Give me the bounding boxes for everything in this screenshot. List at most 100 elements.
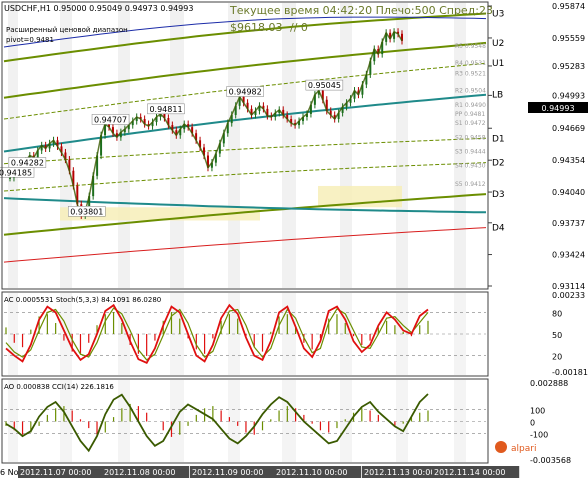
- candle-body: [329, 110, 332, 115]
- candle-body: [159, 113, 162, 117]
- candle-body: [96, 155, 99, 176]
- session-stripe: [396, 380, 408, 462]
- candle-body: [155, 116, 158, 123]
- session-stripe: [282, 380, 296, 462]
- candle-body: [389, 32, 392, 39]
- candle-body: [230, 114, 233, 124]
- pivot-label: pivot=0.9481: [6, 36, 54, 44]
- candle-body: [286, 114, 289, 120]
- session-stripe: [282, 3, 296, 288]
- candle-body: [187, 124, 190, 128]
- candle-body: [262, 105, 265, 109]
- candle-body: [238, 96, 241, 106]
- candle-body: [191, 127, 194, 134]
- session-stripe: [8, 3, 18, 288]
- alpari-logo-text: alpari: [511, 444, 536, 454]
- price-tick-label: 0.93114: [552, 282, 585, 291]
- price-axis: 0.95874 0.95559 0.95283 0.94993 0.94669 0.943…: [488, 2, 585, 291]
- price-level-box: [91, 114, 130, 125]
- session-stripe: [340, 3, 352, 288]
- price-level-label: 0.94707: [94, 115, 127, 124]
- session-stripe: [454, 3, 466, 288]
- faint-pivot-label: R1 0.9490: [455, 102, 486, 109]
- candle-body: [88, 196, 91, 212]
- candle-body: [298, 121, 301, 126]
- time-tick-box: [190, 466, 278, 478]
- time-tick-box: [432, 466, 520, 478]
- candle-body: [242, 96, 245, 103]
- candle-body: [278, 109, 281, 113]
- time-tick-label: 2012.11.07 00:00: [20, 468, 91, 477]
- candle-body: [131, 121, 134, 126]
- candle-body: [309, 104, 312, 114]
- current-price-box: [528, 102, 588, 113]
- candle-body: [317, 90, 320, 95]
- candle-body: [393, 31, 396, 39]
- ac-stoch-title: AC 0.0005531 Stoch(5,3,3) 84.1091 86.028…: [4, 296, 161, 304]
- alpari-logo: alpari: [495, 441, 536, 454]
- band-d3: [3, 193, 487, 236]
- candle-body: [36, 150, 39, 158]
- cci-tick-label: 0: [530, 419, 535, 428]
- candle-body: [222, 133, 225, 144]
- candle-body: [151, 122, 154, 127]
- close-line: [9, 30, 403, 217]
- candle-body: [377, 49, 380, 55]
- candle-body: [397, 31, 400, 34]
- price-tick-label: 0.94993: [552, 91, 585, 100]
- cci-tick-label: -0.003568: [530, 456, 571, 465]
- time-tick-label: 2012.11.10 00:00: [276, 468, 347, 477]
- session-stripe: [228, 380, 240, 462]
- faint-pivot-label: R4 0.9531: [455, 60, 486, 67]
- candle-body: [341, 106, 344, 113]
- candle-body: [123, 129, 126, 133]
- candle-body: [401, 33, 403, 41]
- band-d2: [3, 162, 487, 192]
- band-u2: [3, 41, 487, 99]
- ac-stoch-panel-frame: [1, 291, 489, 377]
- candle-body: [9, 177, 11, 179]
- candle-body: [305, 113, 308, 117]
- stoch-tick-label: 0.00233: [552, 291, 585, 300]
- main-panel-frame: [1, 1, 489, 290]
- candle-body: [337, 112, 340, 120]
- ao-cci-series: [4, 393, 486, 453]
- ac-stoch-axis: 0.00233 80 50 20 -0.00181: [552, 291, 588, 377]
- time-tick-label: 2012.11.14 00:00: [434, 468, 505, 477]
- current-price-marker: 0.94993: [528, 102, 588, 113]
- candle-body: [115, 133, 118, 138]
- candle-body: [214, 153, 217, 163]
- faint-pivot-label: S2 0.9458: [455, 134, 486, 141]
- candle-body: [143, 119, 146, 125]
- time-tick-label: 2012.11.08 00:00: [104, 468, 175, 477]
- pivot-level-d4: D4: [492, 224, 505, 234]
- price-level-label: 0.94811: [149, 105, 182, 114]
- candle-body: [92, 175, 95, 197]
- position: // 0: [290, 21, 308, 34]
- candle-body: [203, 147, 206, 156]
- band-lb: [3, 93, 487, 153]
- candle-body: [369, 61, 372, 75]
- price-tick-label: 0.95874: [552, 2, 585, 11]
- ac-stoch-series: [4, 303, 486, 364]
- session-stripe: [170, 3, 184, 288]
- pivot-level-d1: D1: [492, 134, 505, 144]
- price-tick-label: 0.93737: [552, 219, 585, 228]
- candle-body: [282, 109, 285, 115]
- candle-body: [68, 159, 71, 171]
- candle-body: [175, 130, 178, 136]
- candle-body: [195, 133, 198, 141]
- pivot-level-u2: U2: [492, 39, 504, 49]
- balance: $9618.03: [230, 21, 283, 34]
- stoch-tick-label: 80: [552, 309, 562, 318]
- price-level-box: [8, 157, 47, 168]
- faint-pivot-label: R5 0.9548: [455, 43, 486, 50]
- candle-body: [381, 41, 384, 55]
- candle-body: [171, 125, 174, 131]
- alpari-logo-mark: [495, 441, 507, 453]
- candle-body: [349, 98, 352, 103]
- candle-body: [179, 129, 182, 136]
- session-stripe: [60, 380, 72, 462]
